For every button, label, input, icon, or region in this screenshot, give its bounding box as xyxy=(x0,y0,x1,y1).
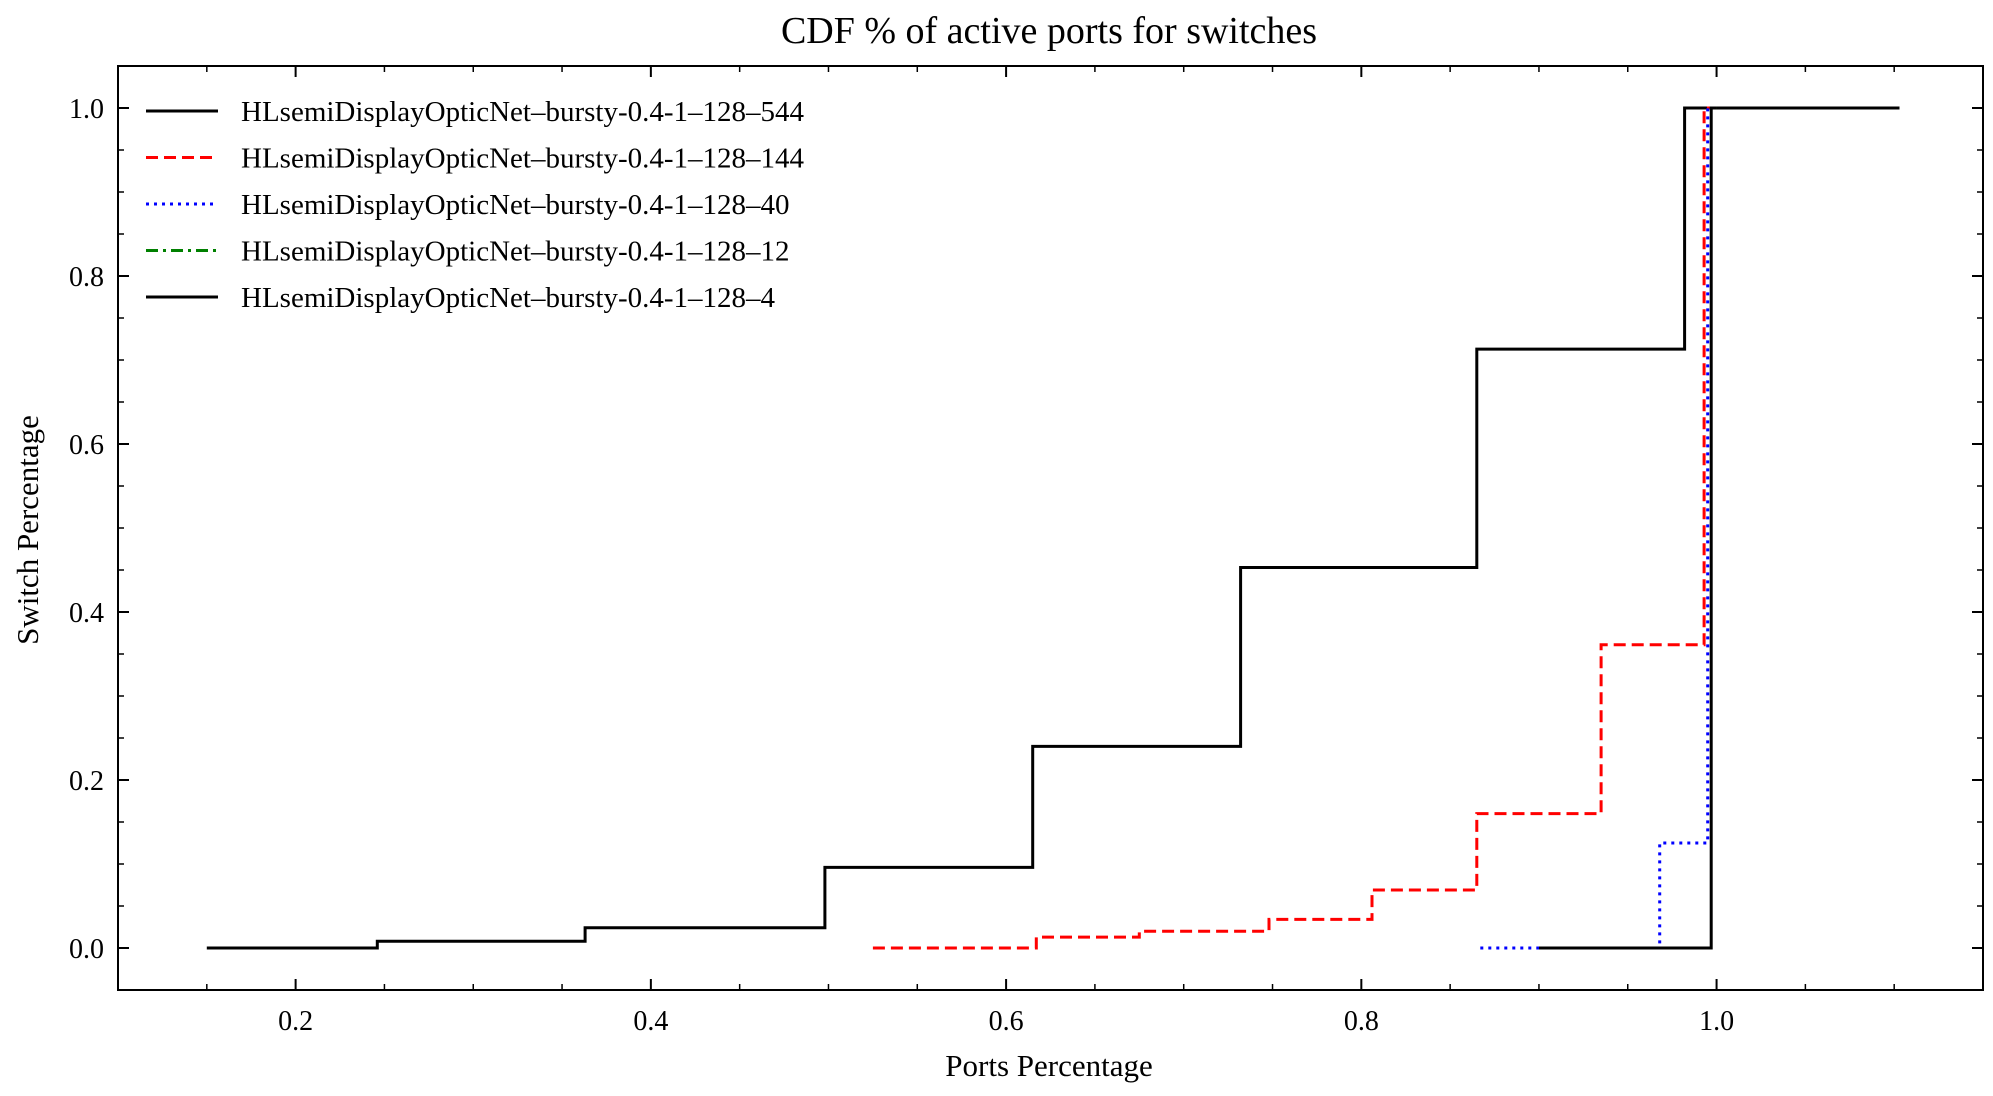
series-line-5 xyxy=(1539,106,1717,950)
x-tick-label: 1.0 xyxy=(1699,1006,1734,1037)
x-tick-label: 0.2 xyxy=(278,1006,313,1037)
axis-ticks: 0.2 0.4 0.6 0.8 1.0 0.0 0.2 0.4 0.6 0.8 1.0 xyxy=(69,65,1983,1037)
legend-label-1: HLsemiDisplayOpticNet–bursty-0.4-1–128–5… xyxy=(241,96,805,128)
plot-area xyxy=(206,106,1900,950)
series-line-2 xyxy=(872,106,1712,950)
legend-label-4: HLsemiDisplayOpticNet–bursty-0.4-1–128–1… xyxy=(241,236,790,268)
legend-label-3: HLsemiDisplayOpticNet–bursty-0.4-1–128–4… xyxy=(241,189,790,221)
x-tick-label: 0.4 xyxy=(633,1006,668,1037)
legend: HLsemiDisplayOpticNet–bursty-0.4-1–128–5… xyxy=(146,96,805,314)
chart-title: CDF % of active ports for switches xyxy=(781,10,1317,52)
y-tick-label: 0.8 xyxy=(69,262,104,293)
y-tick-label: 0.0 xyxy=(69,934,104,965)
y-tick-label: 0.2 xyxy=(69,766,104,797)
x-tick-label: 0.6 xyxy=(989,1006,1024,1037)
y-tick-label: 0.4 xyxy=(69,598,104,629)
x-tick-label: 0.8 xyxy=(1344,1006,1379,1037)
plot-frame xyxy=(117,65,1984,991)
series-line-3 xyxy=(1480,106,1712,950)
y-tick-label: 1.0 xyxy=(69,94,104,125)
x-axis-label: Ports Percentage xyxy=(945,1048,1152,1083)
y-axis-label: Switch Percentage xyxy=(10,415,45,645)
series-line-1 xyxy=(206,106,1900,950)
legend-label-5: HLsemiDisplayOpticNet–bursty-0.4-1–128–4 xyxy=(241,282,776,314)
y-tick-label: 0.6 xyxy=(69,430,104,461)
legend-label-2: HLsemiDisplayOpticNet–bursty-0.4-1–128–1… xyxy=(241,143,805,175)
